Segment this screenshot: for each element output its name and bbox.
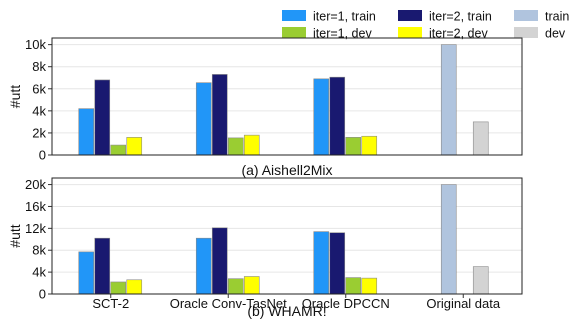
plot-frame (51, 37, 523, 156)
plot-frame (51, 177, 523, 295)
panel-whamr: 0 4k 8k 12k 16k 20k SCT-2 Oracle Conv-TasNet Ora… (7, 177, 523, 319)
y-tick-label: 2k (32, 125, 46, 140)
y-tick-label: 12k (25, 221, 46, 236)
bar-iter-2-train-oracle-dpccn (329, 76, 346, 156)
legend-label-iter-2-dev: iter=2, dev (429, 27, 488, 41)
bar-train-original-data (440, 44, 457, 156)
y-tick-label: 0 (39, 287, 46, 302)
y-tick-label: 8k (32, 243, 46, 258)
y-tick-label: 8k (32, 59, 46, 74)
x-tick-label-sct-2: SCT-2 (92, 296, 129, 311)
legend-swatch-dev (514, 27, 538, 38)
bar-iter-1-train-oracle-conv-tasnet (195, 237, 212, 295)
x-tick-label-oracle-conv-tasnet: Oracle Conv-TasNet (170, 296, 287, 311)
legend-swatch-iter-2-dev (398, 27, 422, 38)
bar-iter-1-dev-sct-2 (110, 281, 127, 295)
legend-label-iter-1-train: iter=1, train (313, 10, 376, 24)
bar-iter-1-dev-oracle-dpccn (345, 277, 362, 295)
legend-swatch-iter-1-train (282, 10, 306, 21)
legend-label-iter-2-train: iter=2, train (429, 10, 492, 24)
bar-iter-1-train-oracle-conv-tasnet (195, 82, 212, 156)
panel-caption: (a) Aishell2Mix (241, 162, 332, 178)
bar-iter-2-train-oracle-dpccn (329, 232, 346, 295)
x-tick-label-original-data: Original data (426, 296, 500, 311)
bar-dev-original-data (472, 121, 489, 156)
bar-iter-1-dev-oracle-conv-tasnet (227, 137, 244, 156)
bar-iter-1-dev-oracle-dpccn (345, 137, 362, 156)
bar-iter-2-dev-sct-2 (126, 279, 143, 295)
bar-iter-1-train-oracle-dpccn (313, 231, 330, 295)
y-axis-label: #utt (7, 224, 23, 247)
y-tick-label: 4k (32, 103, 46, 118)
bar-iter-1-train-oracle-dpccn (313, 78, 330, 156)
bar-iter-2-dev-oracle-conv-tasnet (243, 134, 260, 156)
bar-iter-2-train-sct-2 (94, 237, 111, 295)
bar-dev-original-data (472, 266, 489, 295)
x-tick-label-oracle-dpccn: Oracle DPCCN (302, 296, 390, 311)
y-axis-label: #utt (7, 85, 23, 108)
legend-swatch-iter-1-dev (282, 27, 306, 38)
bar-train-original-data (440, 184, 457, 295)
legend-swatch-iter-2-train (398, 10, 422, 21)
y-tick-label: 10k (25, 37, 46, 52)
bar-iter-1-dev-sct-2 (110, 144, 127, 156)
bar-iter-2-train-oracle-conv-tasnet (211, 74, 228, 156)
y-tick-label: 6k (32, 81, 46, 96)
bar-iter-2-dev-oracle-dpccn (361, 277, 378, 295)
bar-iter-2-train-sct-2 (94, 79, 111, 156)
bar-iter-1-train-sct-2 (78, 108, 95, 156)
panel-caption: (b) WHAMR! (247, 303, 326, 319)
bar-iter-2-dev-oracle-dpccn (361, 135, 378, 156)
y-tick-label: 0 (39, 148, 46, 163)
y-tick-label: 4k (32, 265, 46, 280)
bar-iter-1-train-sct-2 (78, 251, 95, 295)
bar-iter-1-dev-oracle-conv-tasnet (227, 278, 244, 295)
y-tick-label: 16k (25, 199, 46, 214)
legend-label-iter-1-dev: iter=1, dev (313, 27, 372, 41)
bar-iter-2-train-oracle-conv-tasnet (211, 227, 228, 295)
legend-label-train: train (545, 10, 569, 24)
bar-iter-2-dev-sct-2 (126, 137, 143, 156)
legend-label-dev: dev (545, 27, 566, 41)
y-tick-label: 20k (25, 177, 46, 192)
panel-aishell2mix: 0 2k 4k 6k 8k 10k #utt (a) Aishell2Mix (7, 37, 523, 178)
bar-iter-2-dev-oracle-conv-tasnet (243, 276, 260, 295)
legend-swatch-train (514, 10, 538, 21)
legend: iter=1, train iter=2, train train iter=1, d… (282, 10, 569, 41)
